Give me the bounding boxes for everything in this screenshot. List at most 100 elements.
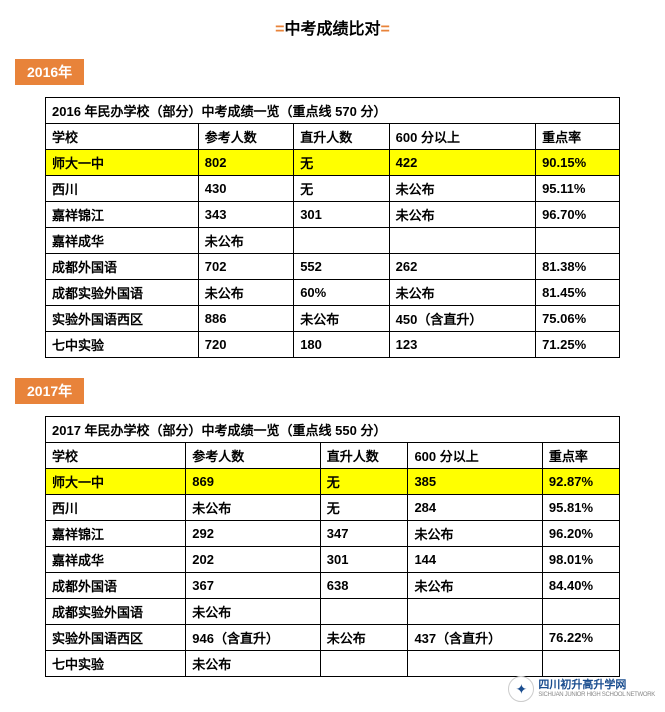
watermark-logo-icon: ✦ — [508, 676, 534, 702]
score-table: 2016 年民办学校（部分）中考成绩一览（重点线 570 分）学校参考人数直升人… — [45, 97, 620, 358]
watermark-cn: 四川初升高升学网 — [538, 679, 655, 692]
table-cell: 未公布 — [389, 202, 535, 228]
table-cell: 未公布 — [186, 651, 320, 677]
table-caption: 2017 年民办学校（部分）中考成绩一览（重点线 550 分） — [46, 417, 620, 443]
table-cell: 未公布 — [186, 495, 320, 521]
table-cell: 84.40% — [542, 573, 619, 599]
table-cell: 成都实验外国语 — [46, 280, 199, 306]
table-cell: 262 — [389, 254, 535, 280]
year-badge: 2017年 — [15, 378, 84, 404]
table-cell: 123 — [389, 332, 535, 358]
table-cell: 未公布 — [320, 625, 408, 651]
table-cell: 92.87% — [542, 469, 619, 495]
table-cell — [408, 599, 542, 625]
table-header-row: 学校参考人数直升人数600 分以上重点率 — [46, 443, 620, 469]
table-row: 成都外国语367638未公布84.40% — [46, 573, 620, 599]
table-cell: 886 — [198, 306, 293, 332]
table-row: 成都外国语70255226281.38% — [46, 254, 620, 280]
column-header: 直升人数 — [294, 124, 389, 150]
table-cell: 七中实验 — [46, 651, 186, 677]
table-cell: 嘉祥成华 — [46, 547, 186, 573]
table-caption-row: 2016 年民办学校（部分）中考成绩一览（重点线 570 分） — [46, 98, 620, 124]
table-cell: 869 — [186, 469, 320, 495]
column-header: 参考人数 — [198, 124, 293, 150]
table-cell: 未公布 — [408, 521, 542, 547]
table-row: 七中实验未公布 — [46, 651, 620, 677]
table-row: 成都实验外国语未公布60%未公布81.45% — [46, 280, 620, 306]
table-cell: 284 — [408, 495, 542, 521]
table-cell: 嘉祥锦江 — [46, 202, 199, 228]
table-cell: 96.70% — [536, 202, 620, 228]
table-cell: 95.11% — [536, 176, 620, 202]
table-cell: 未公布 — [198, 280, 293, 306]
table-cell — [542, 651, 619, 677]
table-cell: 71.25% — [536, 332, 620, 358]
table-cell: 638 — [320, 573, 408, 599]
table-row: 嘉祥锦江343301未公布96.70% — [46, 202, 620, 228]
table-cell: 西川 — [46, 495, 186, 521]
table-cell: 实验外国语西区 — [46, 625, 186, 651]
table-wrap: 2017 年民办学校（部分）中考成绩一览（重点线 550 分）学校参考人数直升人… — [0, 416, 665, 697]
table-cell: 无 — [294, 176, 389, 202]
table-cell: 802 — [198, 150, 293, 176]
table-cell: 422 — [389, 150, 535, 176]
table-row: 嘉祥成华20230114498.01% — [46, 547, 620, 573]
table-wrap: 2016 年民办学校（部分）中考成绩一览（重点线 570 分）学校参考人数直升人… — [0, 97, 665, 378]
table-cell: 385 — [408, 469, 542, 495]
table-cell: 202 — [186, 547, 320, 573]
table-cell: 81.45% — [536, 280, 620, 306]
table-cell: 347 — [320, 521, 408, 547]
table-cell: 702 — [198, 254, 293, 280]
table-cell: 76.22% — [542, 625, 619, 651]
table-cell: 成都外国语 — [46, 573, 186, 599]
column-header: 600 分以上 — [389, 124, 535, 150]
table-cell: 81.38% — [536, 254, 620, 280]
table-cell: 720 — [198, 332, 293, 358]
table-cell: 946（含直升） — [186, 625, 320, 651]
table-cell: 七中实验 — [46, 332, 199, 358]
table-row: 师大一中869无38592.87% — [46, 469, 620, 495]
table-cell: 嘉祥锦江 — [46, 521, 186, 547]
table-cell: 301 — [294, 202, 389, 228]
table-cell: 96.20% — [542, 521, 619, 547]
table-row: 嘉祥锦江292347未公布96.20% — [46, 521, 620, 547]
table-cell — [389, 228, 535, 254]
table-row: 嘉祥成华未公布 — [46, 228, 620, 254]
table-cell: 未公布 — [389, 280, 535, 306]
table-row: 西川430无未公布95.11% — [46, 176, 620, 202]
watermark: ✦ 四川初升高升学网 SICHUAN JUNIOR HIGH SCHOOL NE… — [508, 676, 655, 702]
table-cell: 301 — [320, 547, 408, 573]
table-cell — [408, 651, 542, 677]
table-row: 师大一中802无42290.15% — [46, 150, 620, 176]
table-cell: 成都实验外国语 — [46, 599, 186, 625]
watermark-en: SICHUAN JUNIOR HIGH SCHOOL NETWORK — [538, 692, 655, 699]
table-cell: 95.81% — [542, 495, 619, 521]
table-cell: 无 — [294, 150, 389, 176]
table-row: 实验外国语西区946（含直升）未公布437（含直升）76.22% — [46, 625, 620, 651]
table-cell: 450（含直升） — [389, 306, 535, 332]
page-title-row: =中考成绩比对= — [0, 15, 665, 39]
table-cell: 98.01% — [542, 547, 619, 573]
table-cell — [320, 599, 408, 625]
table-cell: 437（含直升） — [408, 625, 542, 651]
table-cell: 60% — [294, 280, 389, 306]
table-cell: 嘉祥成华 — [46, 228, 199, 254]
page-title: 中考成绩比对 — [284, 21, 380, 38]
table-cell: 367 — [186, 573, 320, 599]
column-header: 参考人数 — [186, 443, 320, 469]
table-cell: 180 — [294, 332, 389, 358]
table-cell: 实验外国语西区 — [46, 306, 199, 332]
table-cell: 430 — [198, 176, 293, 202]
table-cell: 292 — [186, 521, 320, 547]
table-caption-row: 2017 年民办学校（部分）中考成绩一览（重点线 550 分） — [46, 417, 620, 443]
table-cell — [320, 651, 408, 677]
column-header: 600 分以上 — [408, 443, 542, 469]
title-decor-right: = — [381, 21, 390, 38]
table-cell: 成都外国语 — [46, 254, 199, 280]
table-cell — [294, 228, 389, 254]
table-row: 七中实验72018012371.25% — [46, 332, 620, 358]
table-cell: 无 — [320, 469, 408, 495]
table-row: 实验外国语西区886未公布450（含直升）75.06% — [46, 306, 620, 332]
table-cell — [542, 599, 619, 625]
table-cell: 西川 — [46, 176, 199, 202]
